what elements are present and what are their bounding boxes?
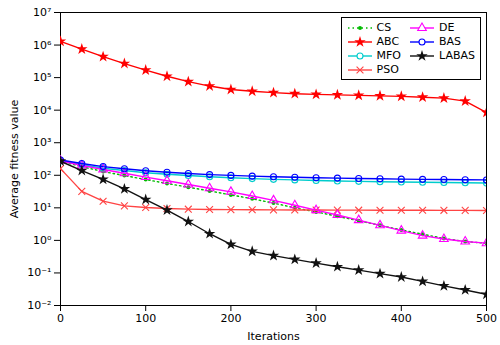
svg-text:400: 400 bbox=[391, 312, 412, 325]
svg-text:10⁻²: 10⁻² bbox=[27, 299, 51, 312]
svg-text:10⁴: 10⁴ bbox=[33, 104, 52, 117]
html-text:LABAS: LABAS bbox=[439, 49, 475, 62]
svg-text:300: 300 bbox=[306, 312, 327, 325]
html-text:CS: CS bbox=[376, 21, 392, 34]
svg-text:10³: 10³ bbox=[33, 136, 51, 149]
svg-text:10²: 10² bbox=[33, 169, 51, 182]
html-text:MFO: MFO bbox=[376, 49, 401, 62]
svg-text:0: 0 bbox=[57, 312, 64, 325]
svg-text:100: 100 bbox=[135, 312, 156, 325]
svg-text:500: 500 bbox=[476, 312, 497, 325]
svg-text:200: 200 bbox=[220, 312, 241, 325]
html-text:PSO: PSO bbox=[376, 63, 399, 76]
svg-text:Average fitness value: Average fitness value bbox=[8, 99, 21, 218]
svg-text:10⁰: 10⁰ bbox=[33, 234, 52, 247]
svg-text:10⁷: 10⁷ bbox=[33, 6, 51, 19]
html-text:ABC: ABC bbox=[376, 35, 400, 48]
html-text:DE: DE bbox=[439, 21, 455, 34]
svg-text:10¹: 10¹ bbox=[33, 201, 51, 214]
html-text:BAS: BAS bbox=[439, 35, 462, 48]
svg-text:10⁶: 10⁶ bbox=[33, 39, 52, 52]
svg-text:Iterations: Iterations bbox=[247, 330, 300, 343]
svg-text:10⁵: 10⁵ bbox=[33, 71, 51, 84]
svg-text:10⁻¹: 10⁻¹ bbox=[27, 266, 51, 279]
